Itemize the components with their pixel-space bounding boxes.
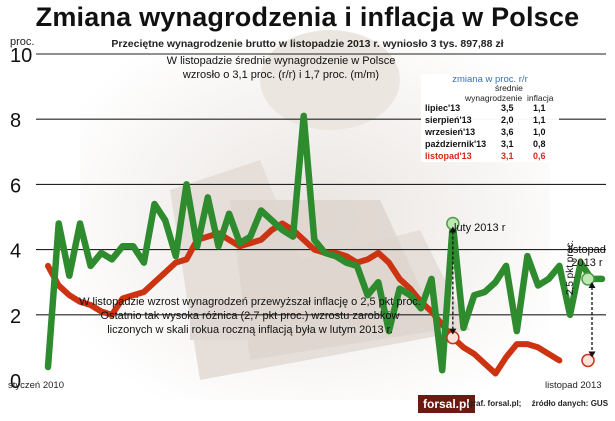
y-axis-unit: proc.	[10, 36, 35, 48]
x-axis-start-label: styczeń 2010	[8, 380, 64, 391]
x-axis-end-label: listopad 2013	[545, 380, 602, 391]
table-row: sierpień'13 2,0 1,1	[423, 115, 557, 127]
table-cell-month: sierpień'13	[425, 115, 472, 125]
chart-title: Zmiana wynagrodzenia i inflacja w Polsce	[35, 2, 580, 32]
table-title: zmiana w proc. r/r	[452, 74, 528, 85]
gap-arrow-nov	[588, 281, 596, 358]
marker-inflation-nov	[581, 353, 595, 368]
table-cell-wage: 3,1	[501, 151, 514, 161]
table-cell-wage: 2,0	[501, 115, 514, 125]
table-header-inflation: inflacja	[527, 93, 554, 103]
table-header-wage-2: wynagrodzenie	[465, 93, 523, 103]
table-cell-month: październik'13	[425, 139, 487, 149]
highlight-markers	[446, 216, 596, 368]
note-bottom: W listopadzie wzrost wynagrodzeń przewyż…	[60, 295, 440, 337]
y-tick-label: 6	[10, 175, 21, 197]
annotation-nov-2013: listopad 2013 r	[568, 244, 606, 270]
table-row-highlight: listopad'13 3,1 0,6	[423, 151, 557, 163]
table-cell-month: lipiec'13	[425, 103, 461, 113]
y-tick-label: 8	[10, 110, 21, 132]
inflation-series	[45, 220, 563, 377]
credit-graphic: graf. forsal.pl;	[468, 399, 522, 408]
y-tick-label: 0	[10, 371, 21, 393]
y-tick-label: 10	[10, 45, 32, 67]
y-axis-ticks: 0 2 4 6 8 10	[10, 45, 32, 393]
inflation-line	[45, 220, 563, 377]
table-cell-wage: 3,5	[501, 103, 514, 113]
marker-wage-nov	[581, 272, 595, 286]
table-cell-inflation: 0,6	[533, 151, 546, 161]
data-table: zmiana w proc. r/r średnie wynagrodzenie…	[421, 74, 559, 162]
table-cell-wage: 3,6	[501, 127, 514, 137]
annotation-nov-line: listopad	[568, 244, 606, 256]
table-cell-inflation: 1,1	[533, 103, 546, 113]
table-header-wage-1: średnie	[495, 83, 523, 93]
credits: graf. forsal.pl; źródło danych: GUS	[468, 399, 608, 408]
y-tick-label: 2	[10, 306, 21, 328]
note-top: W listopadzie średnie wynagrodzenie w Po…	[166, 55, 396, 81]
table-cell-inflation: 0,8	[533, 139, 546, 149]
table-row: październik'13 3,1 0,8	[423, 139, 557, 151]
table-cell-inflation: 1,0	[533, 127, 546, 137]
gap-label: 2,5 pkt proc.	[565, 239, 576, 295]
table-row: wrzesień'13 3,6 1,0	[423, 127, 557, 139]
table-cell-month: listopad'13	[425, 151, 472, 161]
forsal-logo: forsal.pl	[418, 395, 475, 413]
table-cell-inflation: 1,1	[533, 115, 546, 125]
y-tick-label: 4	[10, 241, 21, 263]
wage-line	[44, 112, 606, 374]
wage-series	[44, 112, 606, 374]
annotation-feb-2013: luty 2013 r	[454, 222, 506, 234]
table-cell-wage: 3,1	[501, 139, 514, 149]
chart-subtitle: Przeciętne wynagrodzenie brutto w listop…	[111, 38, 504, 50]
table-cell-month: wrzesień'13	[425, 127, 476, 137]
gap-arrow-feb	[449, 226, 457, 335]
credit-source: źródło danych: GUS	[531, 399, 609, 408]
note-bottom-line: Ostatnio tak wysoka różnica (2,7 pkt pro…	[100, 310, 400, 322]
table-row: lipiec'13 3,5 1,1	[423, 103, 557, 115]
note-bottom-line: liczonych w skali rokua roczną inflacją …	[107, 324, 393, 336]
note-bottom-line: W listopadzie wzrost wynagrodzeń przewyż…	[79, 296, 421, 308]
annotation-nov-line: 2013 r	[571, 257, 603, 269]
